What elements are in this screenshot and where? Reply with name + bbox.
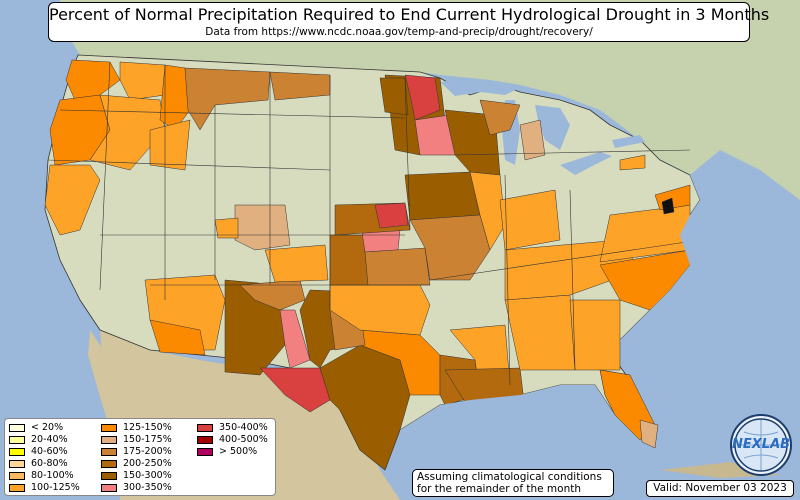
legend-item: 80-100% — [9, 470, 101, 482]
legend-label: 125-150% — [123, 422, 172, 433]
legend-swatch — [101, 484, 117, 492]
map-subtitle: Data from https://www.ncdc.noaa.gov/temp… — [205, 26, 593, 38]
legend-label: 150-300% — [123, 470, 172, 481]
region-ne-small — [619, 154, 646, 171]
state-borders — [47, 61, 701, 386]
title-box: Percent of Normal Precipitation Required… — [48, 2, 770, 42]
legend-swatch — [9, 484, 25, 492]
legend-swatch — [9, 436, 25, 444]
legend-label: 150-175% — [123, 434, 172, 445]
legend-item: 200-250% — [101, 458, 197, 470]
region-mi-up — [479, 99, 521, 136]
region-ne-red — [374, 202, 409, 229]
region-ia — [404, 171, 481, 221]
note-line-1: Assuming climatological conditions — [417, 471, 602, 483]
legend-item: 60-80% — [9, 458, 101, 470]
legend-swatch — [197, 448, 213, 456]
region-md-black — [661, 197, 675, 215]
legend-swatch — [101, 460, 117, 468]
legend-swatch — [9, 424, 25, 432]
region-id-north — [159, 64, 191, 131]
fl-tip-redraw — [639, 419, 659, 449]
legend-swatch — [9, 472, 25, 480]
region-co-east — [264, 244, 329, 283]
lake-huron — [535, 105, 570, 150]
legend-item: 40-60% — [9, 446, 101, 458]
legend-item: 150-175% — [101, 434, 197, 446]
legend-item: 100-125% — [9, 482, 101, 494]
legend-label: 100-125% — [31, 482, 80, 493]
legend-swatch — [101, 448, 117, 456]
legend-item: 400-500% — [197, 434, 277, 446]
legend-label: 350-400% — [219, 422, 268, 433]
legend-item: 350-400% — [197, 422, 277, 434]
canada-land — [60, 0, 800, 200]
region-nd — [379, 77, 409, 116]
legend-item: 20-40% — [9, 434, 101, 446]
legend-swatch — [9, 448, 25, 456]
map-title: Percent of Normal Precipitation Required… — [49, 5, 770, 24]
legend-item: 125-150% — [101, 422, 197, 434]
legend-swatch — [101, 472, 117, 480]
legend-swatch — [9, 460, 25, 468]
region-or-east — [89, 94, 166, 171]
region-il — [469, 171, 506, 251]
region-ks-red — [361, 229, 401, 253]
lake-erie — [560, 152, 612, 175]
region-co-south — [234, 204, 291, 251]
legend-item: 300-350% — [101, 482, 197, 494]
legend-label: > 500% — [219, 446, 258, 457]
assumption-note: Assuming climatological conditions for t… — [412, 469, 614, 497]
region-tx-north — [359, 329, 441, 396]
globe-icon — [734, 418, 788, 472]
valid-date: Valid: November 03 2023 — [646, 480, 794, 497]
legend-label: 200-250% — [123, 458, 172, 469]
legend-item: 175-200% — [101, 446, 197, 458]
lake-superior — [440, 78, 520, 96]
legend-label: 20-40% — [31, 434, 68, 445]
region-in-oh — [499, 189, 561, 251]
region-mi-low — [519, 119, 546, 161]
legend-label: 80-100% — [31, 470, 74, 481]
logo-text: NEXLAB — [732, 437, 791, 452]
legend-swatch — [197, 424, 213, 432]
note-line-2: for the remainder of the month — [417, 483, 582, 495]
legend-label: 40-60% — [31, 446, 68, 457]
legend: < 20% 20-40% 40-60% 60-80% 80-100% 100-125% 12… — [4, 418, 276, 496]
region-ut-small — [214, 217, 239, 239]
region-mn-red — [404, 74, 441, 121]
legend-item: < 20% — [9, 422, 101, 434]
region-ga — [569, 299, 621, 371]
region-ks-west — [329, 234, 369, 286]
region-tx-red — [259, 367, 331, 413]
region-id-south — [149, 119, 191, 171]
legend-item: > 500% — [197, 446, 277, 458]
legend-swatch — [101, 436, 117, 444]
region-mt-east — [269, 71, 331, 101]
region-wa-east — [119, 61, 166, 101]
legend-label: 300-350% — [123, 482, 172, 493]
legend-label: 400-500% — [219, 434, 268, 445]
legend-swatch — [197, 436, 213, 444]
legend-label: 175-200% — [123, 446, 172, 457]
region-ca-north — [44, 164, 101, 236]
legend-label: < 20% — [31, 422, 64, 433]
legend-item: 150-300% — [101, 470, 197, 482]
region-nm-red — [279, 309, 311, 369]
legend-label: 60-80% — [31, 458, 68, 469]
lake-ontario — [612, 135, 645, 148]
region-ks-east — [364, 247, 431, 286]
nexlab-logo: NEXLAB — [730, 414, 792, 476]
region-az-south — [149, 319, 206, 356]
legend-swatch — [101, 424, 117, 432]
